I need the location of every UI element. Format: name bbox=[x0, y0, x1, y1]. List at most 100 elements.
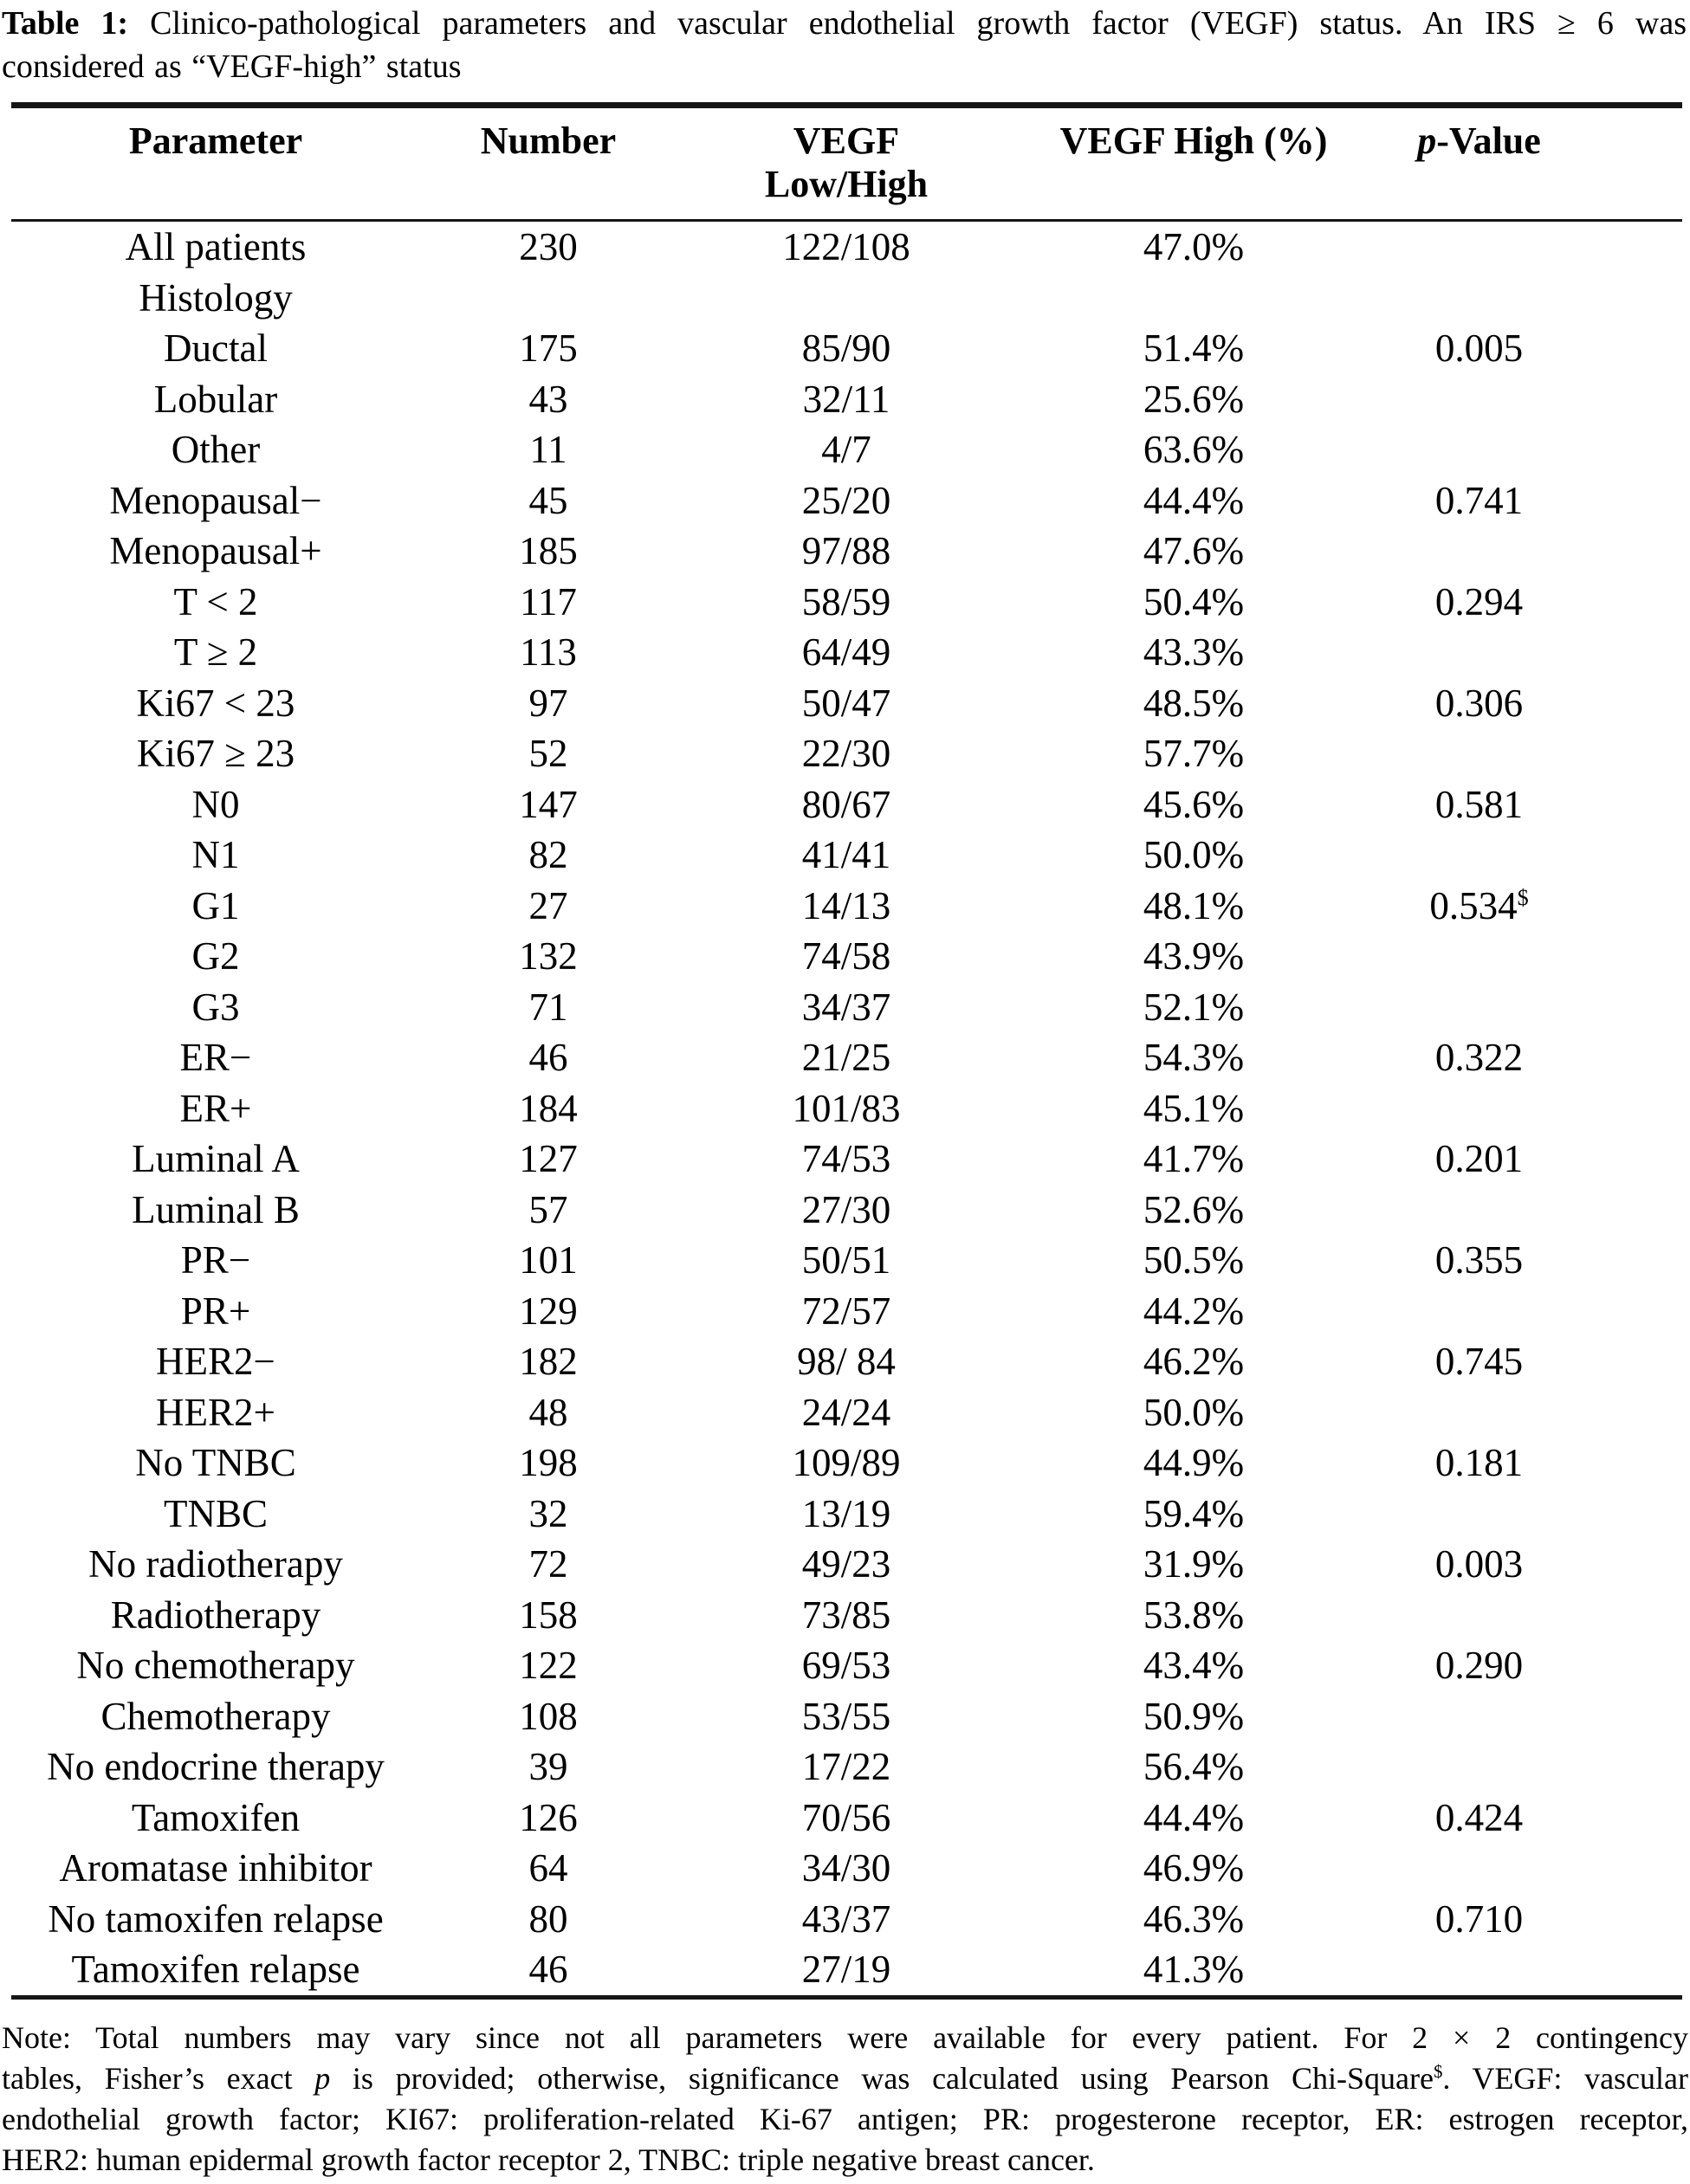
pvalue-cell: 0.290 bbox=[1434, 1644, 1524, 1688]
param-cell: T < 2 bbox=[173, 579, 258, 624]
pvalue-cell bbox=[1371, 1843, 1682, 1894]
param-cell: Histology bbox=[139, 275, 293, 320]
high-cell: 44.4% bbox=[1143, 478, 1245, 522]
col-header-number: Number bbox=[420, 106, 677, 221]
param-cell: No radiotherapy bbox=[88, 1542, 343, 1586]
param-cell: Luminal A bbox=[132, 1137, 300, 1181]
number-cell: 185 bbox=[519, 529, 578, 573]
number-cell: 147 bbox=[519, 782, 578, 826]
pvalue-cell bbox=[1371, 374, 1682, 425]
param-cell: N1 bbox=[191, 833, 240, 877]
caption-line: considered as “VEGF-high” status bbox=[2, 48, 462, 85]
table-row: PR+ 129 72/57 44.2% bbox=[11, 1286, 1682, 1337]
col-header-vegf-line2: Low/High bbox=[764, 163, 929, 205]
pvalue-cell bbox=[1371, 1741, 1682, 1793]
number-cell: 80 bbox=[528, 1896, 568, 1941]
col-header-parameter-label: Parameter bbox=[128, 120, 303, 162]
param-cell: Luminal B bbox=[132, 1187, 300, 1231]
number-cell: 122 bbox=[519, 1644, 578, 1688]
param-cell: Menopausal− bbox=[109, 478, 322, 522]
number-cell: 230 bbox=[519, 225, 578, 269]
high-cell: 44.9% bbox=[1143, 1441, 1245, 1485]
number-cell: 45 bbox=[528, 478, 568, 522]
pvalue-cell bbox=[1371, 627, 1682, 678]
high-cell: 48.1% bbox=[1143, 883, 1245, 927]
pvalue-cell bbox=[1371, 424, 1682, 475]
high-cell: 44.4% bbox=[1143, 1795, 1245, 1839]
pvalue-cell: 0.003 bbox=[1434, 1542, 1524, 1586]
vegf-cell: 43/37 bbox=[801, 1896, 891, 1941]
table-row: N1 82 41/41 50.0% bbox=[11, 830, 1682, 881]
param-cell: ER− bbox=[179, 1036, 252, 1080]
table-row: Lobular 43 32/11 25.6% bbox=[11, 374, 1682, 425]
table-row: Menopausal+ 185 97/88 47.6% bbox=[11, 526, 1682, 577]
table-row: Ki67 < 23 97 50/47 48.5% 0.306 bbox=[11, 678, 1682, 729]
vegf-cell: 97/88 bbox=[801, 529, 891, 573]
col-header-vegf-line1: VEGF bbox=[793, 120, 900, 162]
pvalue-cell: 0.201 bbox=[1434, 1137, 1524, 1181]
number-cell: 198 bbox=[519, 1441, 578, 1485]
vegf-cell: 74/53 bbox=[801, 1137, 891, 1181]
table-row: No radiotherapy 72 49/23 31.9% 0.003 bbox=[11, 1539, 1682, 1590]
pvalue-superscript: $ bbox=[1517, 884, 1529, 910]
param-cell: Tamoxifen relapse bbox=[71, 1948, 360, 1992]
table-row: No endocrine therapy 39 17/22 56.4% bbox=[11, 1741, 1682, 1793]
table-row: Tamoxifen relapse 46 27/19 41.3% bbox=[11, 1944, 1682, 1997]
high-cell: 47.6% bbox=[1143, 529, 1245, 573]
vegf-cell: 72/57 bbox=[801, 1289, 891, 1333]
high-cell: 47.0% bbox=[1143, 225, 1245, 269]
pvalue-cell: 0.322 bbox=[1434, 1036, 1524, 1080]
vegf-cell bbox=[677, 273, 1016, 324]
vegf-cell: 58/59 bbox=[801, 579, 891, 624]
number-cell: 117 bbox=[520, 579, 577, 624]
number-cell: 127 bbox=[519, 1137, 578, 1181]
table-row: No TNBC 198 109/89 44.9% 0.181 bbox=[11, 1438, 1682, 1489]
vegf-cell: 32/11 bbox=[802, 377, 890, 421]
vegf-cell: 14/13 bbox=[801, 883, 891, 927]
pvalue-cell bbox=[1371, 1083, 1682, 1134]
vegf-cell: 64/49 bbox=[801, 630, 891, 675]
table-note: Note: Total numbers may vary since not a… bbox=[2, 2018, 1688, 2181]
high-cell: 46.2% bbox=[1143, 1340, 1245, 1384]
pvalue-cell: 0.294 bbox=[1434, 579, 1524, 624]
vegf-cell: 69/53 bbox=[801, 1644, 891, 1688]
table-row: ER− 46 21/25 54.3% 0.322 bbox=[11, 1032, 1682, 1083]
param-cell: Tamoxifen bbox=[131, 1795, 301, 1839]
pvalue-cell bbox=[1371, 1944, 1682, 1997]
pvalue-cell bbox=[1371, 221, 1682, 273]
number-cell: 72 bbox=[528, 1542, 568, 1586]
vegf-cell: 27/30 bbox=[801, 1187, 891, 1231]
table-row: No tamoxifen relapse 80 43/37 46.3% 0.710 bbox=[11, 1894, 1682, 1945]
high-cell: 54.3% bbox=[1143, 1036, 1245, 1080]
number-cell: 175 bbox=[519, 326, 578, 371]
vegf-cell: 27/19 bbox=[801, 1948, 891, 1992]
param-cell: PR+ bbox=[180, 1289, 251, 1333]
table-body: All patients 230 122/108 47.0% Histology Duct… bbox=[11, 221, 1682, 1998]
table-row: T ≥ 2 113 64/49 43.3% bbox=[11, 627, 1682, 678]
high-cell: 56.4% bbox=[1143, 1745, 1245, 1789]
data-table: Parameter Number VEGF Low/High VEGF High… bbox=[11, 102, 1682, 2000]
high-cell: 46.9% bbox=[1143, 1846, 1245, 1890]
pvalue-cell bbox=[1371, 728, 1682, 779]
number-cell: 11 bbox=[529, 428, 567, 472]
pvalue-cell: 0.534$ bbox=[1429, 883, 1529, 927]
high-cell: 57.7% bbox=[1143, 732, 1245, 776]
number-cell bbox=[420, 273, 677, 324]
pvalue-cell: 0.710 bbox=[1434, 1896, 1524, 1941]
table-row: HER2+ 48 24/24 50.0% bbox=[11, 1387, 1682, 1438]
vegf-cell: 80/67 bbox=[801, 782, 891, 826]
number-cell: 108 bbox=[519, 1694, 578, 1738]
high-cell: 50.0% bbox=[1143, 833, 1245, 877]
param-cell: All patients bbox=[125, 225, 307, 269]
pvalue-cell bbox=[1371, 1590, 1682, 1641]
number-cell: 82 bbox=[528, 833, 568, 877]
param-cell: No tamoxifen relapse bbox=[48, 1896, 384, 1941]
param-cell: ER+ bbox=[179, 1086, 252, 1130]
vegf-cell: 34/30 bbox=[801, 1846, 891, 1890]
pvalue-cell bbox=[1371, 1387, 1682, 1438]
high-cell: 43.4% bbox=[1143, 1644, 1245, 1688]
pvalue-cell bbox=[1371, 1286, 1682, 1337]
vegf-cell: 85/90 bbox=[801, 326, 891, 371]
pvalue-cell: 0.005 bbox=[1434, 326, 1524, 371]
